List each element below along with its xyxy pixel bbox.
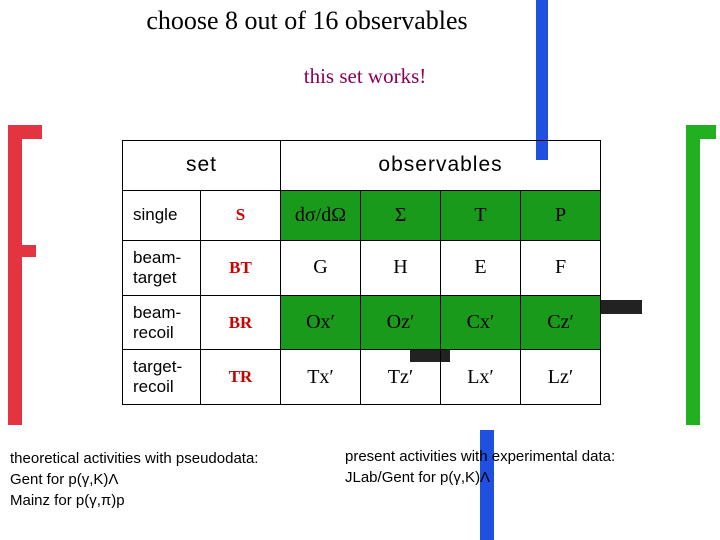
note-line: JLab/Gent for p(γ,K)Λ <box>345 469 491 486</box>
observable: G <box>280 240 362 296</box>
observable: Cz′ <box>520 294 602 351</box>
observable: Lz′ <box>520 349 602 405</box>
observable: F <box>520 240 602 296</box>
title: choose 8 out of 16 observables <box>146 6 468 35</box>
subtitle: this set works! <box>303 64 427 88</box>
observable: Cx′ <box>440 294 522 351</box>
observable: E <box>440 240 522 296</box>
observable: Σ <box>360 189 442 242</box>
observable: dσ/dΩ <box>280 189 362 242</box>
set-abbrev: S <box>199 189 282 242</box>
observable: Tx′ <box>280 349 362 405</box>
column-header: observables <box>280 140 602 191</box>
note-line: present activities with experimental dat… <box>345 448 616 465</box>
note-left: theoretical activities with pseudodata: … <box>10 448 258 511</box>
note-line: Gent for p(γ,K)Λ <box>10 471 119 488</box>
observable: Ox′ <box>280 294 362 351</box>
note-line: theoretical activities with pseudodata: <box>10 450 259 467</box>
observable: Tz′ <box>360 349 442 405</box>
row-label: beam-recoil <box>122 294 201 351</box>
observable: H <box>360 240 442 296</box>
observable: Oz′ <box>360 294 442 351</box>
row-label: target-recoil <box>122 349 201 405</box>
set-abbrev: TR <box>199 349 282 405</box>
set-abbrev: BR <box>199 294 282 351</box>
header-row: set observables <box>121 140 602 191</box>
table-row: beam-target BT G H E F <box>122 240 602 296</box>
note-right: present activities with experimental dat… <box>345 446 615 488</box>
table-row: target-recoil TR Tx′ Tz′ Lx′ Lz′ <box>122 349 602 405</box>
note-line: Mainz for p(γ,π)p <box>10 492 125 509</box>
table-row: beam-recoil BR Ox′ Oz′ Cx′ Cz′ <box>122 294 602 351</box>
row-label: beam-target <box>122 240 201 296</box>
observable: T <box>440 189 522 242</box>
set-abbrev: BT <box>199 240 282 296</box>
row-label: single <box>122 189 201 242</box>
observable: Lx′ <box>440 349 522 405</box>
column-header: set <box>121 140 282 191</box>
observable: P <box>520 189 602 242</box>
